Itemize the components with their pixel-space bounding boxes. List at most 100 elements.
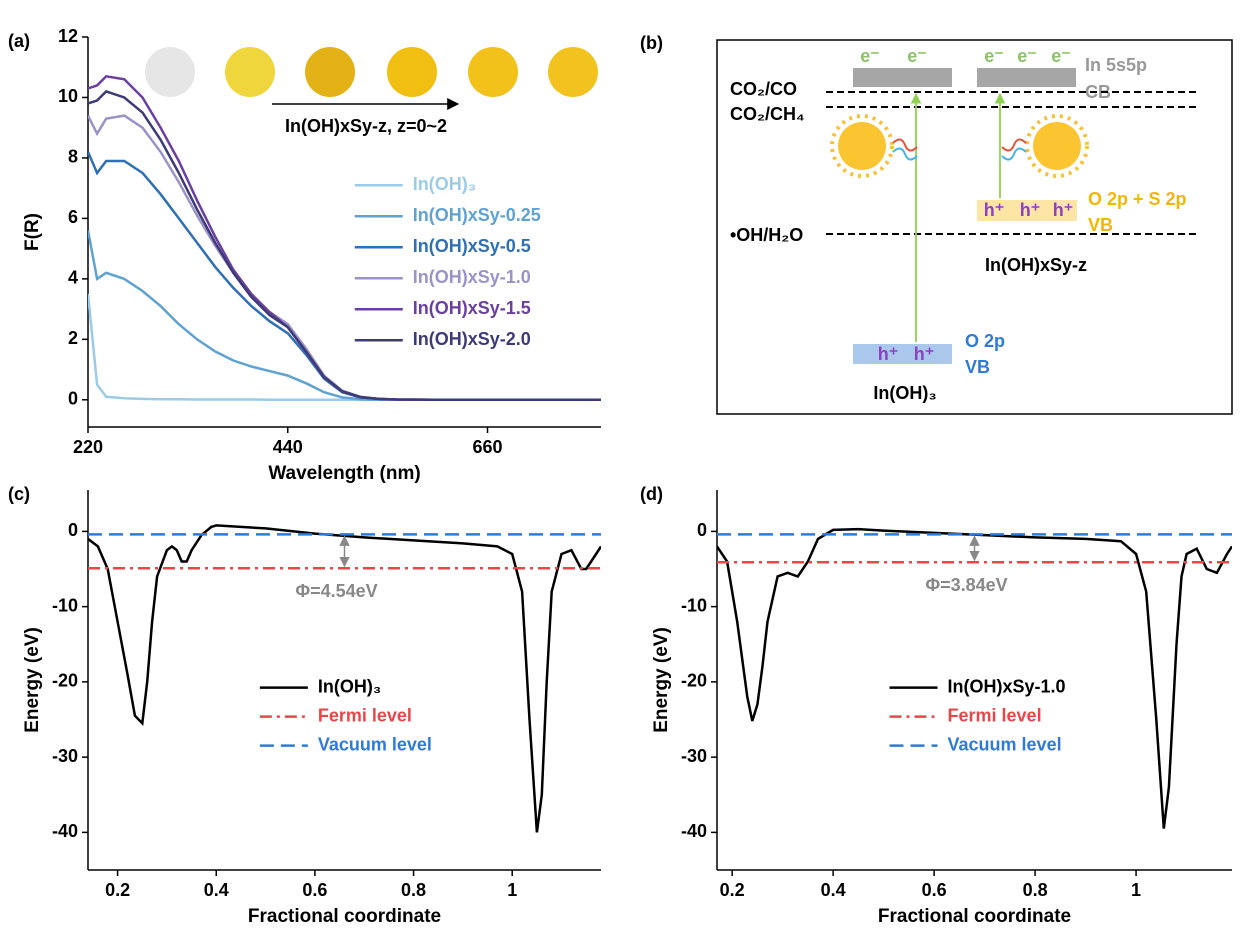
panel-label: (b): [640, 33, 663, 53]
material-label: In(OH)₃: [873, 383, 936, 403]
light-wave: [892, 147, 918, 161]
y-tick-label: -40: [681, 821, 707, 841]
x-tick-label: 0.2: [105, 880, 130, 900]
y-tick-label: -20: [52, 671, 78, 691]
powder-samples: [145, 47, 598, 97]
cb-band: [977, 68, 1076, 87]
y-tick-label: 0: [68, 389, 78, 409]
panel-label: (a): [8, 31, 30, 51]
legend-label: In(OH)xSy-0.5: [413, 236, 531, 256]
electron: e⁻: [907, 46, 927, 66]
x-tick-label: 0.6: [302, 880, 327, 900]
x-tick-label: 0.6: [922, 880, 947, 900]
electron: e⁻: [984, 46, 1004, 66]
legend-label: In(OH)xSy-1.0: [948, 676, 1066, 696]
vb-band: [977, 200, 1077, 221]
orbital-label: O 2p: [965, 331, 1005, 351]
legend-label: In(OH)₃: [413, 174, 476, 194]
legend-label: In(OH)xSy-0.25: [413, 205, 541, 225]
y-tick-label: 12: [58, 26, 78, 46]
series-line: [88, 114, 601, 402]
x-axis-label: Wavelength (nm): [268, 463, 420, 484]
annotation: In(OH)xSy-z, z=0~2: [285, 116, 447, 136]
x-tick-label: 0.8: [401, 880, 426, 900]
electrons: e⁻ e⁻ e⁻ e⁻ e⁻: [860, 46, 1071, 66]
sun-disc: [1033, 122, 1081, 170]
cb-label: CB: [1085, 82, 1111, 102]
y-axis-label: Energy (eV): [22, 627, 43, 733]
vb-label: VB: [1088, 215, 1113, 235]
legend-label: Fermi level: [318, 705, 412, 725]
y-axis-label: F(R): [22, 213, 43, 251]
electron: e⁻: [860, 46, 880, 66]
hole: h⁺: [1020, 200, 1041, 220]
y-tick-label: -30: [52, 746, 78, 766]
legend-label: Vacuum level: [948, 734, 1062, 754]
x-axis-label: Fractional coordinate: [878, 906, 1071, 927]
x-tick-label: 0.4: [204, 880, 229, 900]
y-tick-label: 0: [697, 520, 707, 540]
light-wave: [892, 138, 918, 152]
electron: e⁻: [1017, 46, 1037, 66]
y-tick-label: -30: [681, 746, 707, 766]
sample: [468, 47, 518, 97]
x-tick-label: 1: [507, 880, 517, 900]
annotation: Φ=3.84eV: [925, 575, 1007, 595]
x-tick-label: 0.4: [821, 880, 846, 900]
y-tick-label: 8: [68, 147, 78, 167]
legend-label: Fermi level: [948, 705, 1042, 725]
annotation: Φ=4.54eV: [295, 581, 377, 601]
legend-label: In(OH)xSy-2.0: [413, 329, 531, 349]
orbital-label: In 5s5p: [1085, 55, 1147, 75]
sun: [830, 114, 918, 178]
legend-label: In(OH)₃: [318, 676, 381, 696]
sun-disc: [838, 122, 886, 170]
y-tick-label: -40: [52, 821, 78, 841]
x-tick-label: 0.2: [720, 880, 745, 900]
sun-rays: [830, 114, 894, 178]
legend-label: In(OH)xSy-1.0: [413, 267, 531, 287]
sample: [145, 47, 195, 97]
cb-band: [853, 68, 952, 87]
hole: h⁺: [984, 200, 1005, 220]
panel-label: (c): [8, 484, 30, 504]
y-tick-label: 10: [58, 86, 78, 106]
x-tick-label: 660: [472, 437, 502, 457]
x-tick-label: 440: [273, 437, 303, 457]
x-tick-label: 0.8: [1023, 880, 1048, 900]
sun: [1001, 114, 1089, 178]
x-axis-label: Fractional coordinate: [248, 906, 441, 927]
vb-band: [853, 344, 952, 364]
potential-label: CO₂/CO: [730, 79, 797, 99]
y-tick-label: -10: [52, 595, 78, 615]
sun-rays: [1025, 114, 1089, 178]
hole: h⁺: [914, 344, 935, 364]
potential-label: •OH/H₂O: [730, 225, 803, 245]
electron: e⁻: [1051, 46, 1071, 66]
diagram-frame: [716, 39, 1233, 415]
light-wave: [1001, 138, 1027, 152]
x-tick-label: 220: [73, 437, 103, 457]
y-tick-label: 0: [68, 520, 78, 540]
legend-label: In(OH)xSy-1.5: [413, 298, 531, 318]
series-line: [88, 89, 601, 402]
y-tick-label: 6: [68, 207, 78, 227]
y-tick-label: -10: [681, 595, 707, 615]
sample: [305, 47, 355, 97]
vb-label: VB: [965, 357, 990, 377]
hole: h⁺: [1053, 200, 1074, 220]
y-tick-label: 2: [68, 328, 78, 348]
sample: [548, 47, 598, 97]
x-tick-label: 1: [1131, 880, 1141, 900]
orbital-label: O 2p + S 2p: [1088, 189, 1187, 209]
light-wave: [1001, 147, 1027, 161]
legend-label: Vacuum level: [318, 734, 432, 754]
sample: [387, 47, 437, 97]
panel-label: (d): [640, 484, 663, 504]
material-label: In(OH)xSy-z: [985, 255, 1087, 275]
y-tick-label: -20: [681, 671, 707, 691]
band-diagram: (b) e⁻ e⁻ e⁻ e⁻ e⁻ In 5s5p CB CO₂/CO CO₂…: [640, 33, 1233, 415]
series-line: [88, 524, 601, 833]
y-axis-label: Energy (eV): [651, 627, 672, 733]
